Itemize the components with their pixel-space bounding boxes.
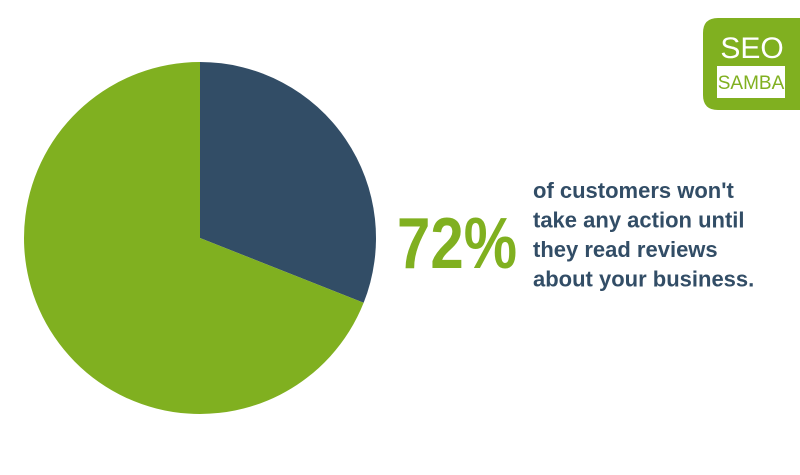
logo-bottom: SAMBA [718, 73, 785, 94]
caption-line: about your business. [533, 267, 754, 292]
caption-line: they read reviews [533, 237, 718, 262]
caption: of customers won't take any action until t… [533, 178, 754, 292]
logo-top: SEO [720, 32, 783, 65]
pie-slice [24, 62, 364, 414]
caption-line: of customers won't [533, 178, 734, 203]
caption-line: take any action until [533, 208, 745, 233]
pie-slice [200, 62, 376, 303]
logo: SEO SAMBA [703, 18, 800, 110]
stat: 72% [397, 204, 517, 284]
logo-box [717, 66, 785, 98]
